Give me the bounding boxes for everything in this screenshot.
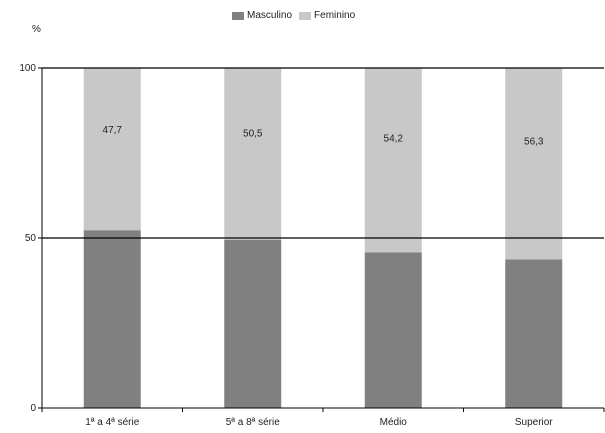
legend-label-masculino: Masculino bbox=[247, 10, 293, 21]
x-tick-label-2: Médio bbox=[380, 417, 408, 428]
y-tick-label-2: 100 bbox=[19, 63, 36, 74]
bar-masculino-2 bbox=[364, 252, 422, 408]
x-tick-label-1: 5ª a 8ª série bbox=[226, 417, 281, 428]
bar-masculino-3 bbox=[505, 259, 563, 408]
legend-swatch-masculino bbox=[232, 11, 244, 20]
data-label-2: 54,2 bbox=[384, 134, 404, 145]
bar-feminino-3 bbox=[505, 68, 563, 260]
data-label-3: 56,3 bbox=[524, 137, 544, 148]
bar-feminino-0 bbox=[83, 68, 141, 231]
legend-label-feminino: Feminino bbox=[314, 10, 356, 21]
y-tick-label-0: 0 bbox=[30, 403, 36, 414]
x-tick-label-3: Superior bbox=[515, 417, 553, 428]
bar-masculino-0 bbox=[83, 230, 141, 408]
data-label-1: 50,5 bbox=[243, 129, 263, 140]
bar-masculino-1 bbox=[224, 239, 282, 408]
x-tick-label-0: 1ª a 4ª série bbox=[85, 417, 140, 428]
y-tick-label-1: 50 bbox=[25, 233, 37, 244]
legend-swatch-feminino bbox=[299, 11, 312, 20]
y-axis-unit-label: % bbox=[32, 24, 41, 35]
data-label-0: 47,7 bbox=[103, 125, 123, 136]
legend: Masculino Feminino bbox=[232, 10, 355, 21]
bar-feminino-1 bbox=[224, 68, 282, 240]
bar-feminino-2 bbox=[364, 68, 422, 253]
